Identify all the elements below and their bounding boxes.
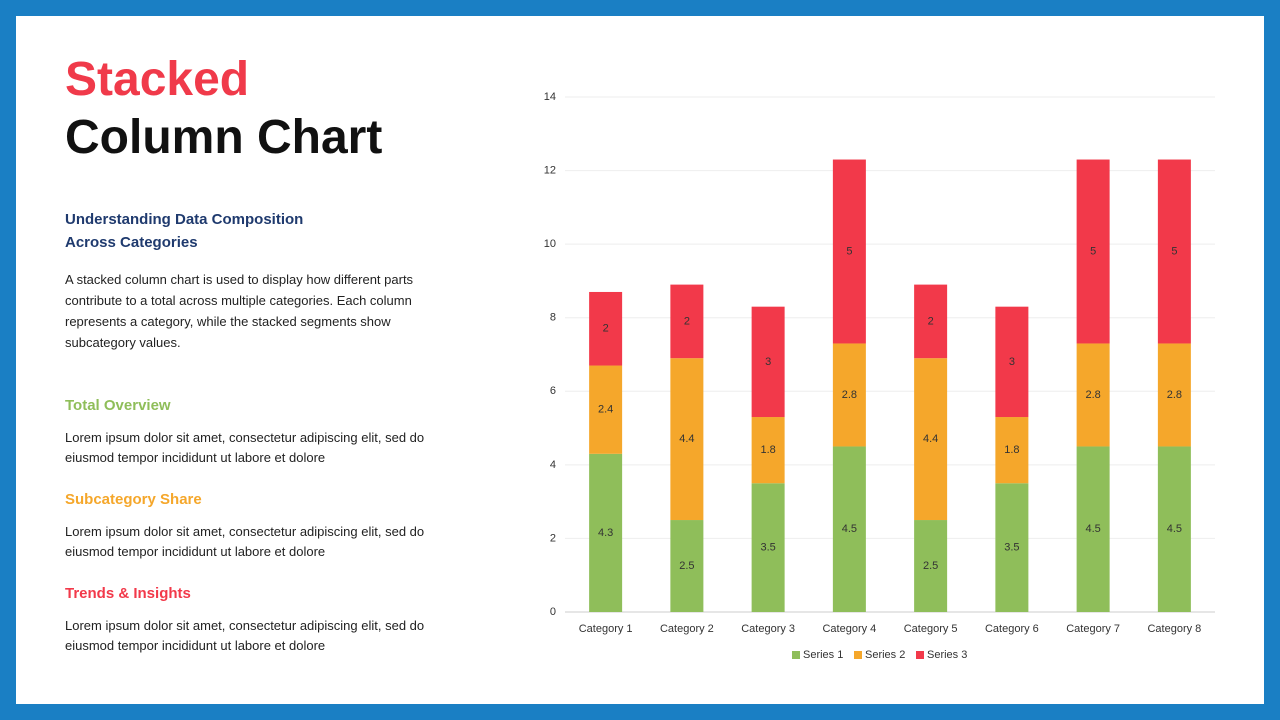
bar-segment (995, 306, 1029, 418)
section-heading: Trends & Insights (65, 585, 191, 602)
y-tick-label: 10 (544, 238, 556, 250)
data-label: 3.5 (760, 542, 775, 554)
data-label: 5 (1090, 245, 1096, 257)
section-heading: Subcategory Share (65, 491, 202, 508)
data-label: 2 (684, 315, 690, 327)
data-label: 4.5 (842, 523, 857, 535)
bar-segment (751, 417, 785, 484)
section-body: Lorem ipsum dolor sit amet, consectetur … (65, 618, 425, 653)
x-tick-label: Category 3 (741, 623, 795, 635)
bar-segment (1076, 446, 1110, 612)
section-heading: Total Overview (65, 397, 171, 414)
y-tick-label: 0 (550, 606, 556, 618)
x-tick-label: Category 1 (579, 623, 633, 635)
y-tick-label: 6 (550, 385, 556, 397)
legend-label: Series 3 (927, 649, 967, 661)
bar-segment (1076, 159, 1110, 344)
data-label: 3 (1009, 356, 1015, 368)
bar-segment (1157, 159, 1191, 344)
bar-segment (914, 358, 948, 521)
y-tick-label: 2 (550, 532, 556, 544)
data-label: 4.4 (679, 433, 694, 445)
data-label: 2.8 (1085, 389, 1100, 401)
data-label: 2.5 (679, 560, 694, 572)
bar-segment (914, 520, 948, 612)
data-label: 4.3 (598, 527, 613, 539)
subtitle: Understanding Data Composition Across Ca… (65, 211, 304, 251)
data-label: 1.8 (1004, 444, 1019, 456)
x-tick-label: Category 8 (1147, 623, 1201, 635)
bar-segment (670, 358, 704, 521)
y-tick-label: 8 (550, 312, 556, 324)
bar-segment (995, 417, 1029, 484)
bar-segment (589, 365, 623, 454)
bar-segment (670, 520, 704, 612)
y-tick-label: 4 (550, 459, 556, 471)
data-label: 5 (1171, 245, 1177, 257)
bar-segment (751, 306, 785, 418)
data-label: 2 (603, 323, 609, 335)
data-label: 5 (846, 245, 852, 257)
data-label: 2.8 (1167, 389, 1182, 401)
bar-segment (1157, 343, 1191, 447)
x-tick-label: Category 7 (1066, 623, 1120, 635)
bar-segment (670, 284, 704, 359)
data-label: 2 (928, 315, 934, 327)
data-label: 1.8 (760, 444, 775, 456)
data-label: 4.4 (923, 433, 938, 445)
legend-label: Series 2 (865, 649, 905, 661)
data-label: 4.5 (1085, 523, 1100, 535)
slide: Stacked Column Chart Understanding Data … (16, 16, 1264, 704)
bar-segment (832, 446, 866, 612)
description: A stacked column chart is used to displa… (65, 272, 414, 350)
x-tick-label: Category 2 (660, 623, 714, 635)
x-tick-label: Category 5 (904, 623, 958, 635)
bar-segment (1157, 446, 1191, 612)
data-label: 3 (765, 356, 771, 368)
data-label: 3.5 (1004, 542, 1019, 554)
bar-segment (1076, 343, 1110, 447)
x-tick-label: Category 4 (822, 623, 876, 635)
y-tick-label: 14 (544, 91, 556, 103)
legend-label: Series 1 (803, 649, 843, 661)
bar-segment (589, 291, 623, 366)
legend-swatch (792, 651, 800, 659)
title: Column Chart (65, 111, 383, 164)
bar-segment (589, 453, 623, 612)
data-label: 2.5 (923, 560, 938, 572)
bar-segment (995, 483, 1029, 612)
legend-swatch (916, 651, 924, 659)
section-body: Lorem ipsum dolor sit amet, consectetur … (65, 524, 425, 559)
legend-swatch (854, 651, 862, 659)
bar-segment (914, 284, 948, 359)
y-tick-label: 12 (544, 164, 556, 176)
bar-segment (832, 343, 866, 447)
bar-segment (832, 159, 866, 344)
section-body: Lorem ipsum dolor sit amet, consectetur … (65, 430, 425, 465)
data-label: 2.8 (842, 389, 857, 401)
bar-segment (751, 483, 785, 612)
x-tick-label: Category 6 (985, 623, 1039, 635)
title: Stacked (65, 53, 250, 106)
data-label: 4.5 (1167, 523, 1182, 535)
data-label: 2.4 (598, 404, 613, 416)
